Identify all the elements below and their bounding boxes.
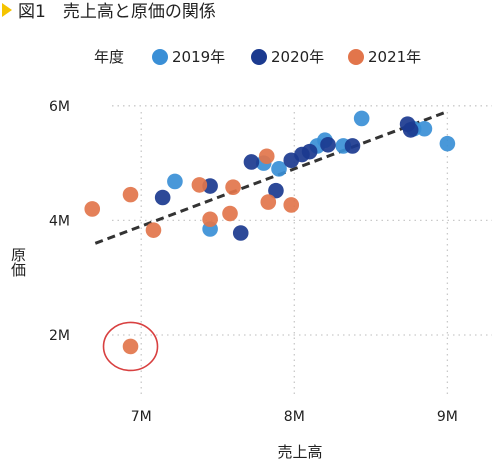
data-point	[202, 211, 218, 228]
legend-item-2019: 2019年	[152, 48, 225, 66]
data-point	[191, 177, 208, 193]
data-point	[301, 143, 318, 160]
x-tick-label: 9M	[437, 409, 458, 425]
tick-labels: 7M 8M 9M 2M 4M 6M	[49, 99, 458, 425]
legend-swatch-2021	[348, 49, 364, 65]
outlier-highlight-circle	[102, 321, 159, 372]
trendline-layer	[94, 110, 448, 245]
data-point	[439, 135, 456, 152]
y-axis-label: 原価	[9, 247, 27, 277]
data-point	[154, 189, 171, 206]
gridlines	[112, 105, 492, 398]
legend: 年度 2019年 2020年 2021年	[94, 48, 421, 66]
data-point	[344, 138, 361, 154]
data-point	[353, 110, 370, 127]
trendline	[94, 110, 448, 245]
highlight-layer	[102, 321, 159, 372]
x-tick-label: 8M	[284, 409, 305, 425]
data-point	[283, 197, 300, 213]
data-points	[84, 110, 456, 355]
x-tick-label: 7M	[131, 409, 152, 425]
series-2	[154, 116, 419, 241]
legend-label-2019: 2019年	[172, 48, 225, 66]
data-point	[258, 148, 275, 165]
x-axis-label: 売上高	[277, 443, 322, 461]
data-point	[84, 201, 101, 217]
data-point	[145, 222, 162, 238]
legend-label-2021: 2021年	[368, 48, 421, 66]
data-point	[260, 194, 277, 210]
data-point	[167, 173, 183, 190]
data-point	[122, 338, 139, 355]
figure-title-text: 図1 売上高と原価の関係	[18, 2, 216, 22]
data-point	[122, 186, 139, 203]
legend-title: 年度	[94, 48, 124, 66]
data-point	[402, 122, 419, 138]
y-tick-label: 2M	[49, 328, 70, 344]
legend-swatch-2020	[251, 49, 267, 65]
data-point	[243, 154, 260, 170]
series-3	[84, 148, 300, 355]
data-point	[416, 120, 433, 137]
title-marker-icon	[2, 3, 12, 17]
y-tick-label: 6M	[49, 99, 70, 115]
data-point	[225, 179, 241, 195]
y-tick-label: 4M	[49, 213, 70, 229]
data-point	[232, 225, 249, 241]
data-point	[268, 182, 284, 199]
legend-label-2020: 2020年	[271, 48, 324, 66]
legend-item-2020: 2020年	[251, 48, 324, 66]
legend-item-2021: 2021年	[348, 48, 421, 66]
legend-swatch-2019	[152, 49, 168, 65]
data-point	[320, 136, 336, 153]
data-point	[222, 205, 238, 222]
data-point	[271, 161, 287, 177]
figure-title: 図1 売上高と原価の関係	[2, 2, 216, 22]
